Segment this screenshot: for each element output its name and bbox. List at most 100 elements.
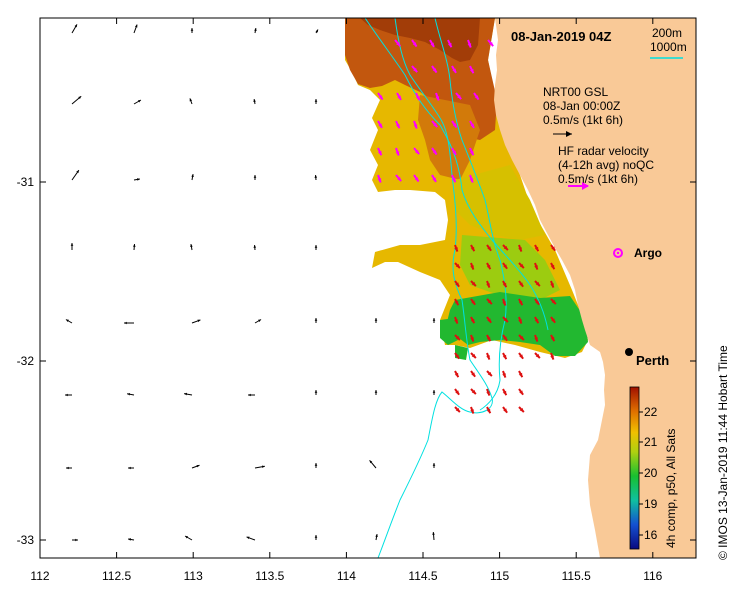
map-title: 08-Jan-2019 04Z <box>511 29 612 44</box>
model-arrow <box>128 538 135 541</box>
model-legend-arrow-icon <box>553 131 572 137</box>
model-arrow <box>133 24 138 34</box>
colorbar-tick-16: 16 <box>644 528 658 542</box>
x-tick-label: 113.5 <box>255 569 284 583</box>
radar-arrow <box>469 147 475 156</box>
radar-arrow-red <box>518 334 525 341</box>
radar-arrow-red <box>502 406 508 414</box>
radar-arrow-red <box>502 388 508 396</box>
model-arrow <box>132 243 136 251</box>
model-legend-time: 08-Jan 00:00Z <box>543 99 620 113</box>
radar-arrow-red <box>534 244 540 252</box>
map-frame <box>39 17 697 559</box>
model-arrow <box>254 27 257 34</box>
radar-arrow-red <box>454 298 460 306</box>
radar-arrow-red <box>550 262 556 270</box>
x-tick-label: 112 <box>30 569 49 583</box>
radar-velocity-arrows <box>377 39 494 183</box>
radar-arrow-red <box>502 370 507 378</box>
radar-arrow <box>451 120 458 129</box>
isobath-lines <box>364 18 549 558</box>
radar-arrow <box>429 39 435 48</box>
y-tick-label: -32 <box>17 354 35 368</box>
model-arrow <box>432 531 435 541</box>
colorbar-caption: 4h comp, p50, All Sats <box>664 429 678 548</box>
isobath-1000m-label: 1000m <box>650 40 687 54</box>
radar-arrow <box>394 39 401 47</box>
y-tick-label: -33 <box>17 533 35 547</box>
radar-arrow <box>415 92 421 101</box>
radar-arrow-red <box>502 352 508 360</box>
x-axis: 112 112.5 113 113.5 114 114.5 115 115.5 116 <box>30 18 663 583</box>
radar-arrow-red <box>518 316 523 324</box>
radar-arrow-red <box>518 280 524 288</box>
radar-arrow-red <box>470 298 476 306</box>
radar-arrow-red <box>486 388 491 396</box>
radar-arrow <box>377 147 383 156</box>
radar-arrow-red <box>502 280 508 288</box>
radar-arrow <box>431 174 437 183</box>
radar-arrow <box>469 120 475 129</box>
radar-arrow-red <box>470 388 477 395</box>
radar-arrow-red <box>454 280 460 288</box>
model-arrow <box>432 463 436 468</box>
radar-arrow <box>377 120 383 129</box>
radar-arrow-red <box>550 298 557 305</box>
radar-arrow-red <box>470 370 476 378</box>
model-arrow <box>190 28 194 33</box>
model-arrow <box>71 169 80 181</box>
x-tick-label: 113 <box>184 569 203 583</box>
model-arrow <box>65 319 73 324</box>
argo-marker-icon <box>613 248 623 258</box>
radar-arrow-red <box>454 370 460 378</box>
radar-arrow-red <box>502 262 508 270</box>
radar-arrow <box>451 147 457 156</box>
model-arrow <box>314 245 318 250</box>
radar-arrow <box>473 92 480 101</box>
model-arrow <box>314 463 318 468</box>
radar-arrow <box>411 65 418 73</box>
radar-arrow <box>451 174 457 183</box>
model-arrow <box>191 174 194 181</box>
radar-arrow-red <box>454 316 459 324</box>
radar-arrow-red <box>486 262 492 270</box>
model-legend-scale: 0.5m/s (1kt 6h) <box>543 113 623 127</box>
model-arrow <box>314 390 318 395</box>
radar-arrow-red <box>502 298 507 306</box>
model-arrow <box>127 392 135 396</box>
colorbar-tick-19: 19 <box>644 497 658 511</box>
model-arrow <box>71 24 78 34</box>
model-arrow <box>71 95 82 105</box>
radar-arrow <box>487 39 494 47</box>
model-arrow <box>369 460 377 469</box>
radar-arrow-red <box>550 244 556 252</box>
x-tick-label: 116 <box>643 569 662 583</box>
radar-arrow <box>431 147 438 156</box>
radar-arrow-red <box>550 316 556 324</box>
model-arrow <box>184 535 193 541</box>
radar-legend-line1: HF radar velocity <box>558 144 649 158</box>
radar-arrow-red <box>454 388 460 396</box>
model-arrow <box>128 466 134 470</box>
model-arrow <box>432 390 436 395</box>
model-arrow <box>248 393 255 397</box>
radar-arrow-red <box>470 280 477 287</box>
radar-arrow-red <box>486 280 491 288</box>
radar-arrow-red <box>518 370 524 378</box>
argo-label: Argo <box>634 246 662 260</box>
y-tick-label: -31 <box>17 175 35 189</box>
model-arrow <box>184 392 193 396</box>
radar-arrow <box>395 174 402 182</box>
model-arrow <box>374 318 378 323</box>
radar-arrow-red <box>470 316 476 324</box>
radar-arrow <box>377 174 382 183</box>
x-tick-label: 115 <box>490 569 509 583</box>
model-arrow <box>254 465 265 469</box>
radar-arrow <box>395 147 400 156</box>
radar-arrow-red <box>550 352 555 360</box>
colorbar <box>629 386 640 550</box>
radar-legend-arrow-icon <box>568 182 589 190</box>
radar-arrow <box>431 120 438 128</box>
radar-arrow-red <box>502 244 509 251</box>
